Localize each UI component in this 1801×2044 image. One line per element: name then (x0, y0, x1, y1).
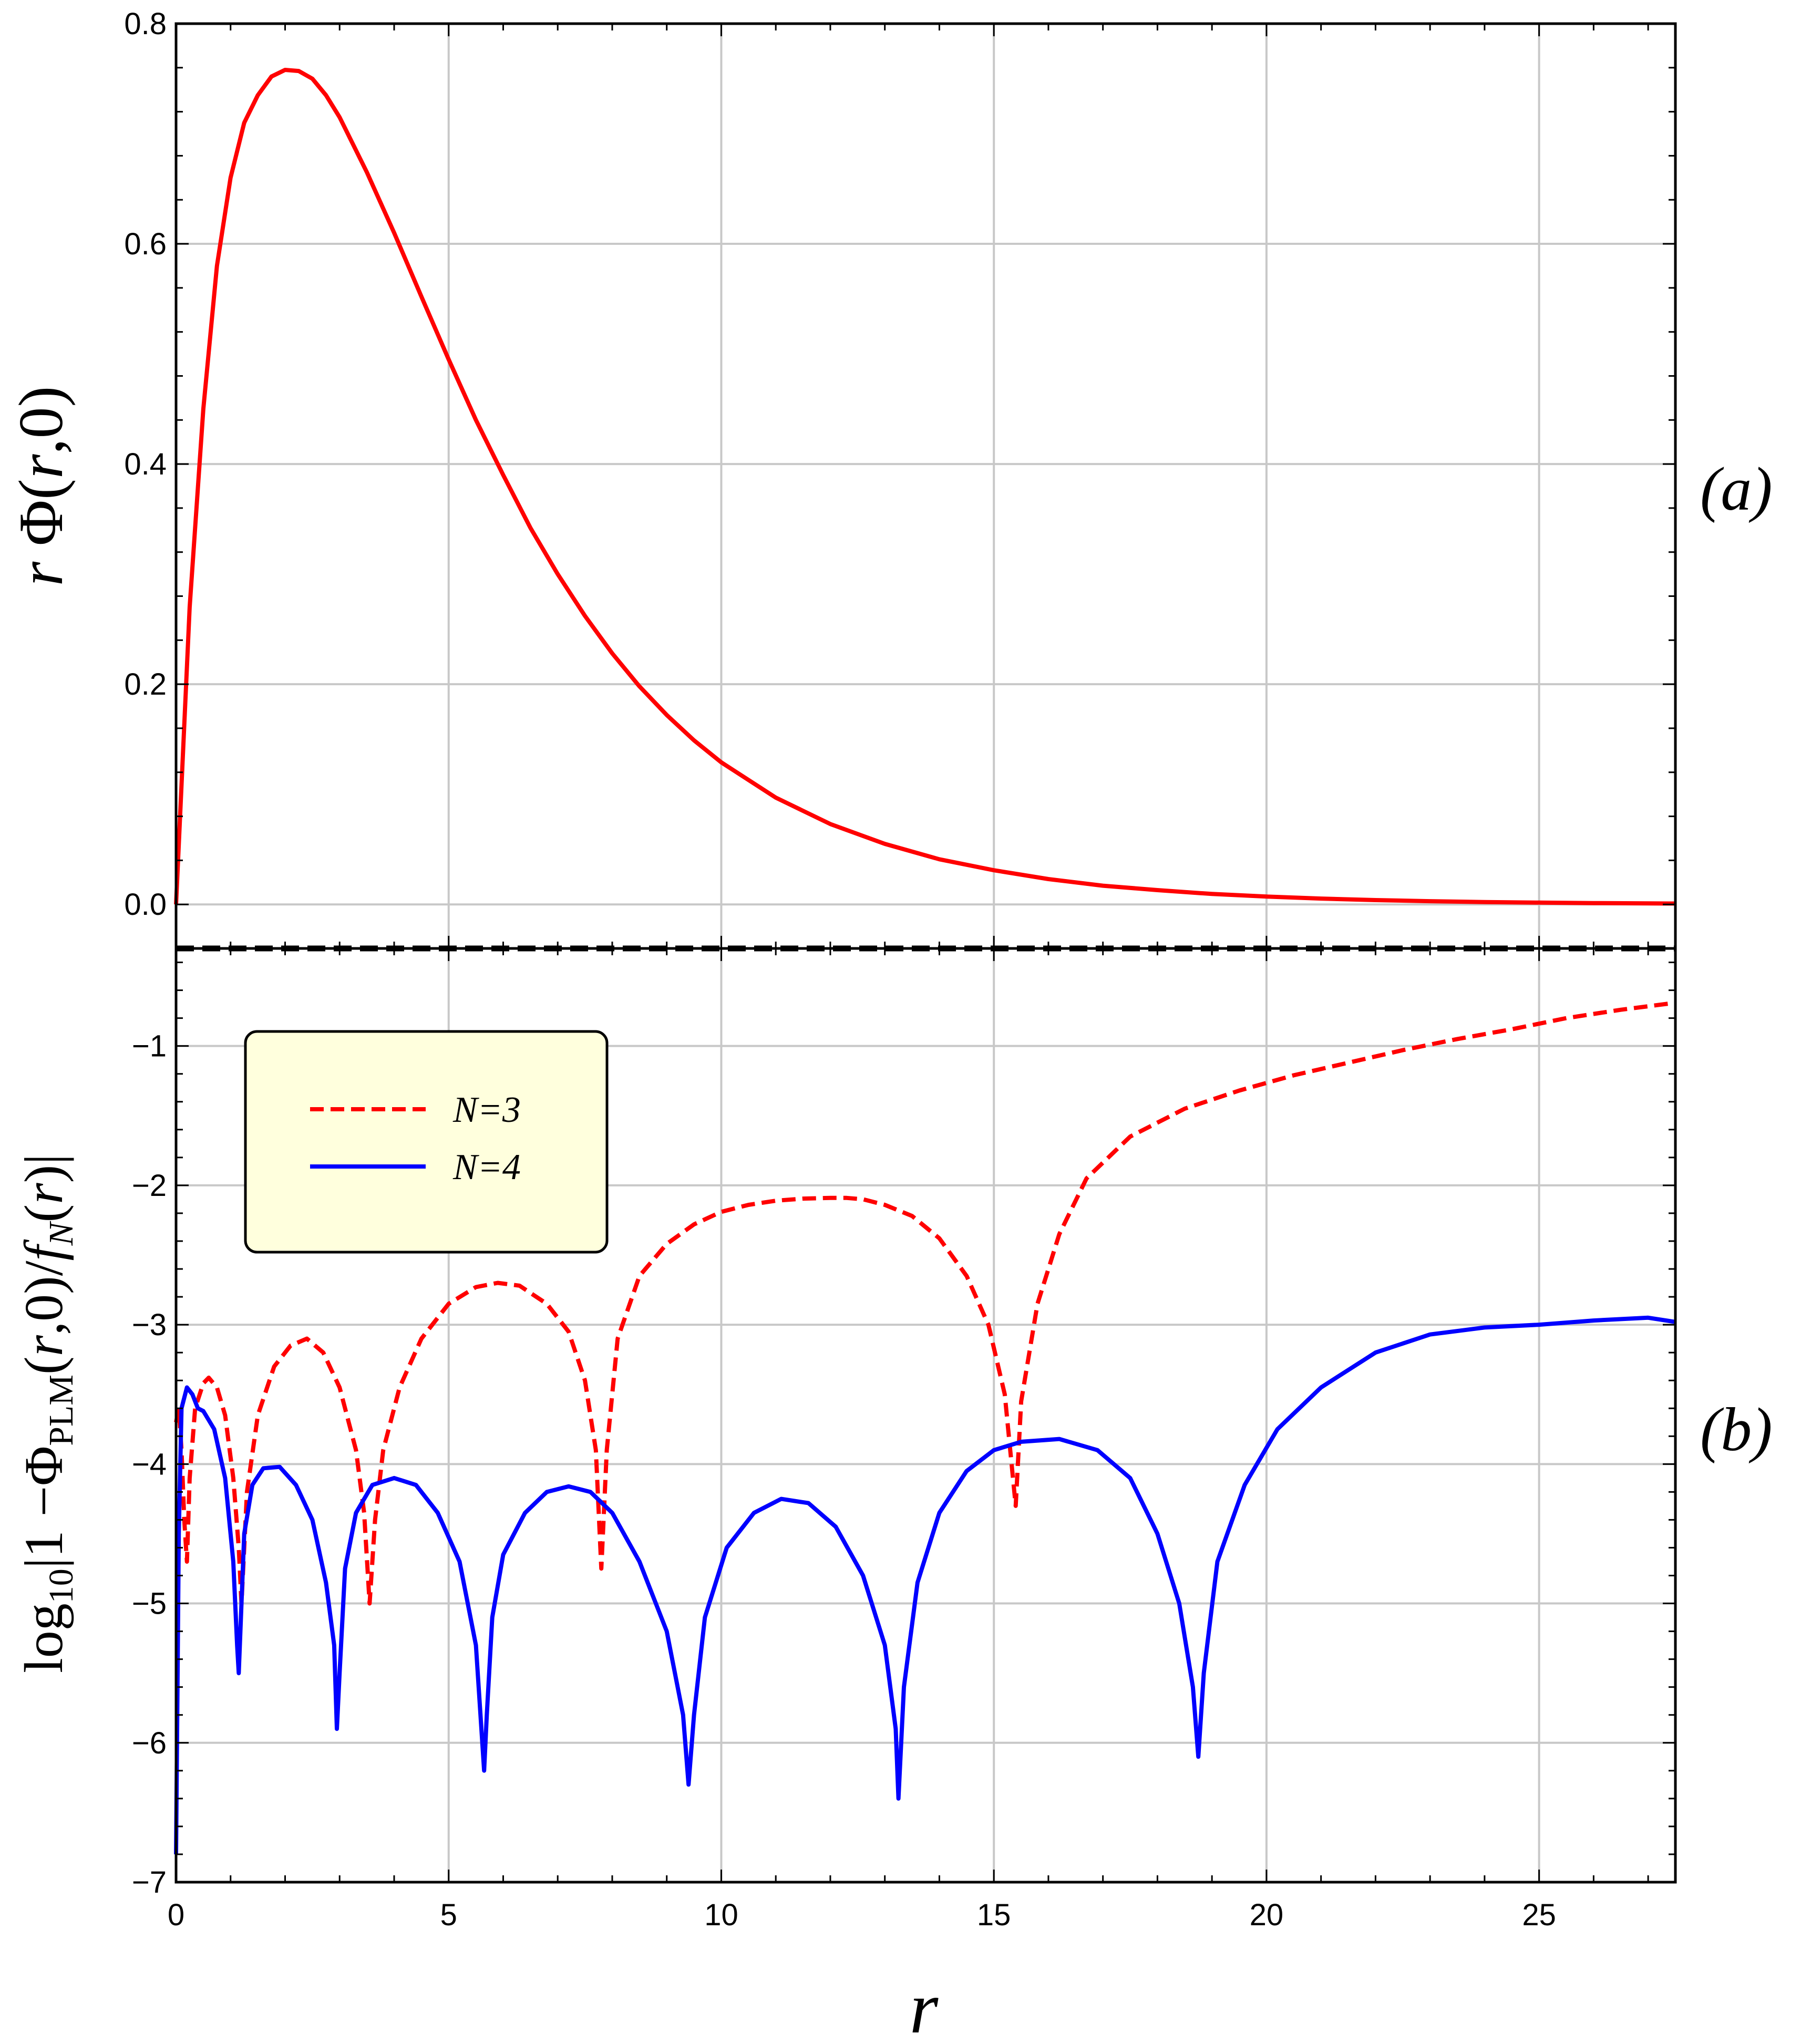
panel-a-ytick-label-4: 0.8 (124, 7, 167, 41)
y-title-b-open: ( (14, 1356, 74, 1375)
panel-b-xtick-label-1: 5 (440, 1898, 457, 1932)
panel-b-ytick-label-3: −4 (132, 1447, 167, 1481)
y-title-a-suffix: ,0) (6, 386, 76, 454)
panel-a-series-rr0 (174, 68, 1676, 906)
panel-b-ytick-label-2: −5 (132, 1587, 167, 1621)
panel-b-xtick-label-3: 15 (977, 1898, 1011, 1932)
x-axis-title: r (910, 1967, 939, 2044)
legend-box (244, 1030, 609, 1254)
panel-a: 0.0 0.2 0.4 0.6 0.8 (124, 7, 1677, 950)
y-title-a-prefix: r (6, 546, 76, 586)
panel-b-tick-labels: −7 −6 −5 −4 −3 −2 −1 0 5 10 15 20 25 (132, 1029, 1556, 1932)
y-title-b-mid: ,0)/ (14, 1261, 74, 1335)
panel-b-ytick-label-6: −1 (132, 1029, 167, 1064)
panel-b-ytick-label-5: −2 (132, 1169, 167, 1203)
panel-b-xtick-label-5: 25 (1522, 1898, 1556, 1932)
y-title-b-r1: r (14, 1335, 74, 1356)
panel-tag-b: (b) (1700, 1395, 1773, 1464)
y-title-b-subplm: PLM (42, 1375, 80, 1446)
panel-b-xtick-label-2: 10 (704, 1898, 738, 1932)
y-title-a-var: r (6, 453, 76, 479)
y-title-b-open2: ( (14, 1204, 74, 1223)
panel-a-ytick-label-1: 0.2 (124, 667, 167, 701)
panel-b-xtick-label-0: 0 (168, 1898, 184, 1932)
panel-a-series (174, 68, 1676, 906)
panel-a-ytick-label-0: 0.0 (124, 887, 167, 922)
legend-label-n4: N=4 (452, 1147, 521, 1188)
y-title-b-close: )| (14, 1154, 74, 1183)
y-title-b-subn: N (42, 1220, 80, 1246)
legend-label-n3: N=3 (452, 1090, 521, 1130)
panel-a-tick-labels: 0.0 0.2 0.4 0.6 0.8 (124, 7, 167, 922)
panel-b-ytick-label-4: −3 (132, 1308, 167, 1342)
panel-b-series-n4 (174, 1315, 1676, 1855)
panel-b-xtick-label-4: 20 (1250, 1898, 1284, 1932)
panel-b: −7 −6 −5 −4 −3 −2 −1 0 5 10 15 20 25 (132, 947, 1677, 1932)
y-axis-title-a: r Φ(r,0) (6, 386, 76, 586)
y-title-b-log: log (14, 1603, 74, 1673)
panel-b-ytick-label-1: −6 (132, 1726, 167, 1760)
panel-a-ytick-label-2: 0.4 (124, 447, 167, 481)
panel-b-ticks (175, 948, 1675, 1883)
panel-tag-a: (a) (1700, 455, 1773, 523)
panel-a-ytick-label-3: 0.6 (124, 227, 167, 261)
legend: N=3 N=4 (244, 1030, 609, 1254)
y-title-b-abs: |1 −Φ (14, 1446, 74, 1569)
y-title-b-sub10: 10 (42, 1568, 80, 1603)
panel-b-series-n3 (174, 1000, 1676, 1606)
panel-b-ytick-label-0: −7 (132, 1865, 167, 1900)
y-title-b-r2: r (14, 1183, 74, 1204)
y-title-a-body: Φ( (6, 479, 76, 546)
panel-b-series (174, 1000, 1676, 1855)
y-axis-title-b: log10|1 −ΦPLM(r,0)/fN(r)| (14, 1154, 80, 1673)
